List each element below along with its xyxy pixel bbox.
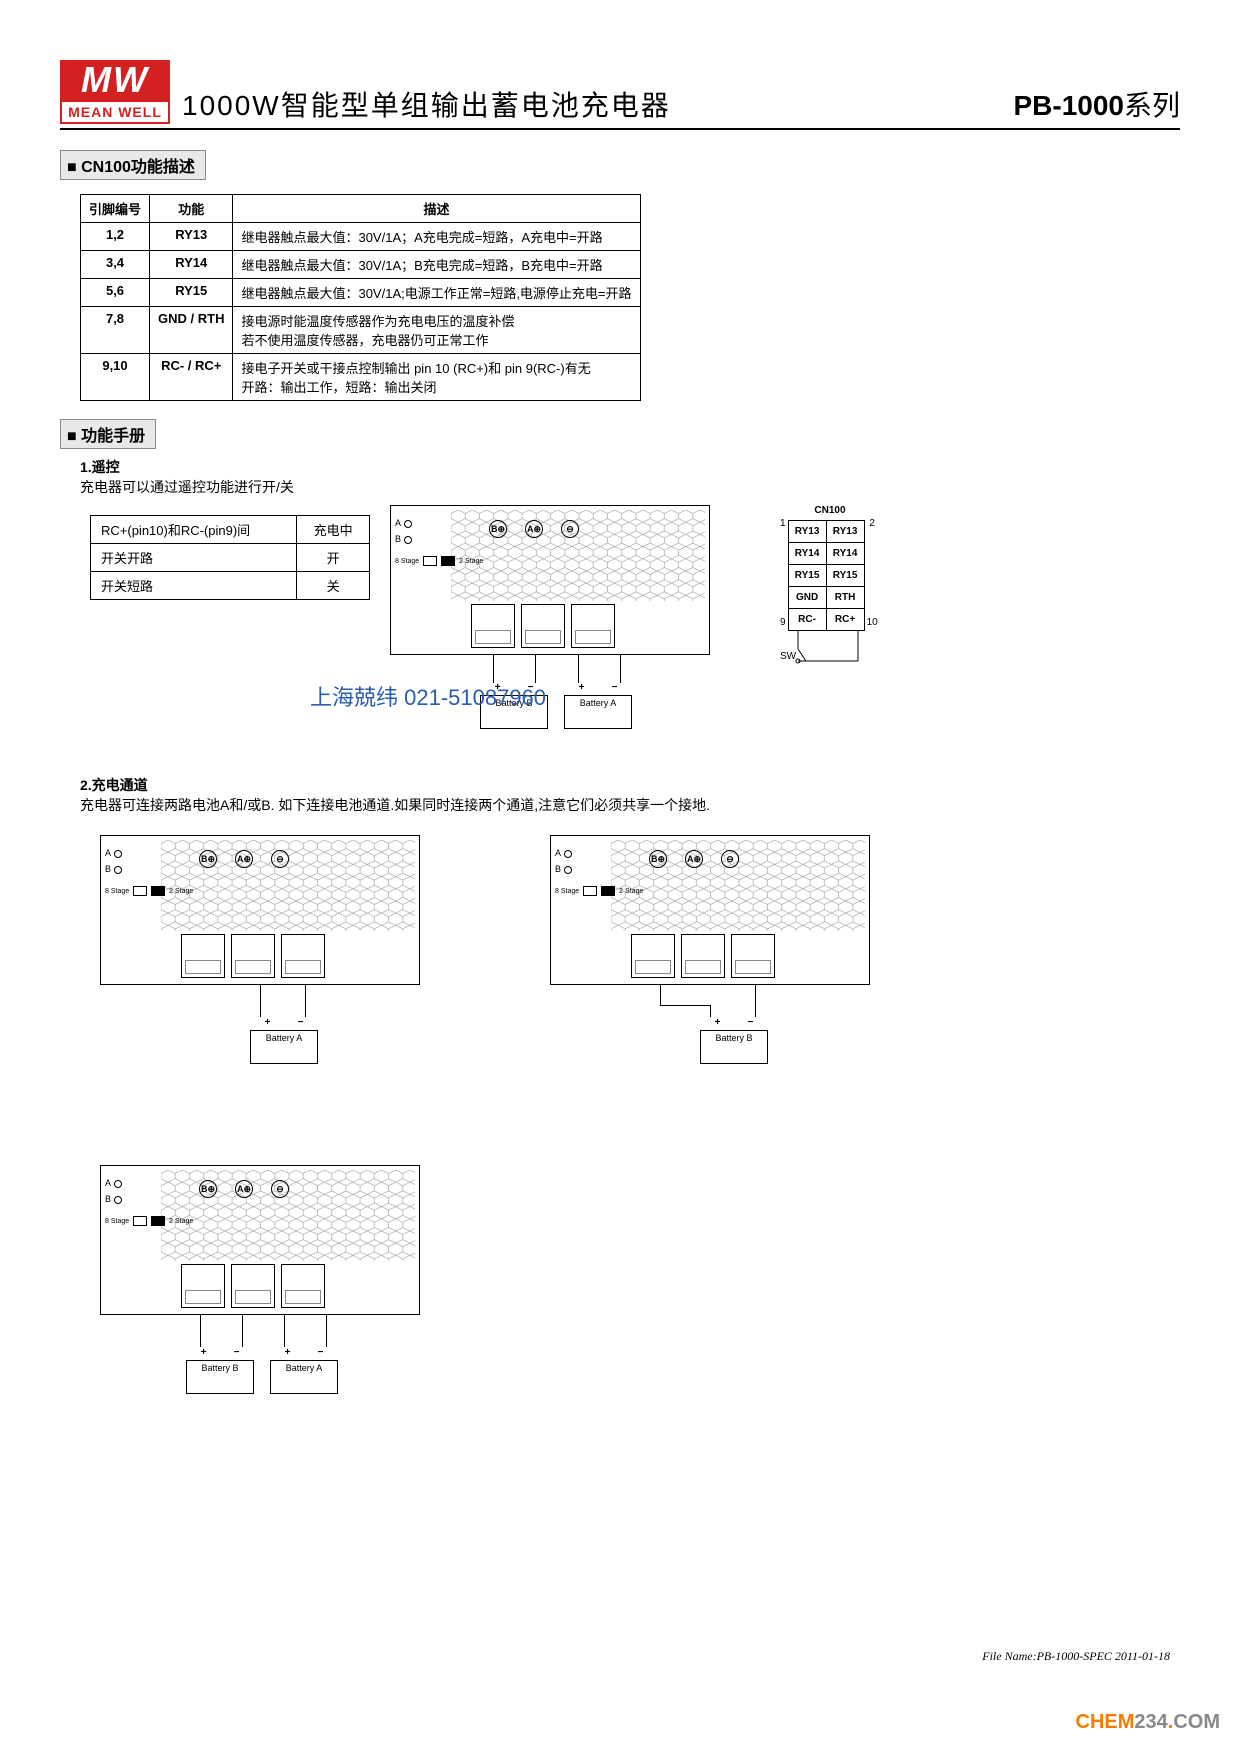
battery-b-both: +−Battery B (186, 1360, 254, 1394)
col-pin: 引脚编号 (81, 195, 150, 223)
remote-table: RC+(pin10)和RC-(pin9)间充电中 开关开路开 开关短路关 (90, 515, 370, 600)
terminal-labels: B⊕ A⊕ ⊖ (489, 520, 579, 538)
device-box: A B B⊕ A⊕ ⊖ 8 Stage2 Stage (390, 505, 710, 655)
col-desc: 描述 (233, 195, 640, 223)
table-row: 3,4RY14继电器触点最大值：30V/1A；B充电完成=短路，B充电中=开路 (81, 251, 641, 279)
battery-a-both: +−Battery A (270, 1360, 338, 1394)
logo-top: MW (60, 60, 170, 100)
series-code: PB-1000 (1013, 90, 1124, 121)
cn100-pinout: RY13RY13 RY14RY14 RY15RY15 GNDRTH RC-RC+ (788, 520, 865, 631)
battery-a-single: +−Battery A (250, 1030, 318, 1064)
stage-switch: 8 Stage2 Stage (395, 556, 483, 566)
svg-text:SW: SW (780, 651, 797, 662)
sub2: 2.充电通道 充电器可连接两路电池A和/或B. 如下连接电池通道.如果同时连接两… (80, 775, 1180, 815)
diagram-battery-a: A B B⊕A⊕⊖ 8 Stage2 Stage +−Battery A (100, 835, 460, 1075)
footer-brand: CHEM234.COM (1076, 1711, 1221, 1734)
logo: MW MEAN WELL (60, 60, 170, 124)
diagram-battery-b: A B B⊕A⊕⊖ 8 Stage2 Stage +−Battery B (550, 835, 910, 1075)
diagram-battery-ab: A B B⊕A⊕⊖ 8 Stage2 Stage +−Battery B +−B… (100, 1165, 460, 1405)
sub1-num: 1.遥控 (80, 457, 1180, 477)
table-row: 5,6RY15继电器触点最大值：30V/1A;电源工作正常=短路,电源停止充电=… (81, 279, 641, 307)
page-header: MW MEAN WELL 1000W智能型单组输出蓄电池充电器 PB-1000系… (60, 60, 1180, 130)
cn100-table: 引脚编号 功能 描述 1,2RY13继电器触点最大值：30V/1A；A充电完成=… (80, 194, 641, 401)
table-row: 7,8GND / RTH接电源时能温度传感器作为充电电压的温度补偿 若不使用温度… (81, 307, 641, 354)
sub1-desc: 充电器可以通过遥控功能进行开/关 (80, 477, 1180, 497)
table-row: 1,2RY13继电器触点最大值：30V/1A；A充电完成=短路，A充电中=开路 (81, 223, 641, 251)
series-label: PB-1000系列 (1013, 84, 1180, 124)
sub1: 1.遥控 充电器可以通过遥控功能进行开/关 (80, 457, 1180, 497)
battery-a: +−Battery A (564, 695, 632, 729)
series-suffix: 系列 (1124, 91, 1180, 122)
logo-bottom: MEAN WELL (60, 100, 170, 124)
cn100-connector: CN100 1 9 RY13RY13 RY14RY14 RY15RY15 GND… (780, 505, 880, 674)
sw-circuit-icon: SW (780, 631, 880, 671)
terminals (471, 604, 615, 648)
col-fn: 功能 (150, 195, 233, 223)
watermark: 上海兢纬 021-51087960 (310, 680, 546, 712)
led-a: A (395, 518, 412, 528)
table-row: 9,10RC- / RC+接电子开关或干接点控制输出 pin 10 (RC+)和… (81, 354, 641, 401)
cn100-title: CN100 (780, 505, 880, 516)
section-manual-title: 功能手册 (60, 419, 156, 449)
page-title: 1000W智能型单组输出蓄电池充电器 (182, 84, 1013, 124)
channel-diagrams: A B B⊕A⊕⊖ 8 Stage2 Stage +−Battery A A B… (100, 835, 1180, 1405)
led-b: B (395, 534, 412, 544)
battery-b-single: +−Battery B (700, 1030, 768, 1064)
sub2-desc: 充电器可连接两路电池A和/或B. 如下连接电池通道.如果同时连接两个通道,注意它… (80, 795, 1180, 815)
sub2-num: 2.充电通道 (80, 775, 1180, 795)
section-cn100-title: CN100功能描述 (60, 150, 206, 180)
file-info: File Name:PB-1000-SPEC 2011-01-18 (982, 1649, 1170, 1664)
